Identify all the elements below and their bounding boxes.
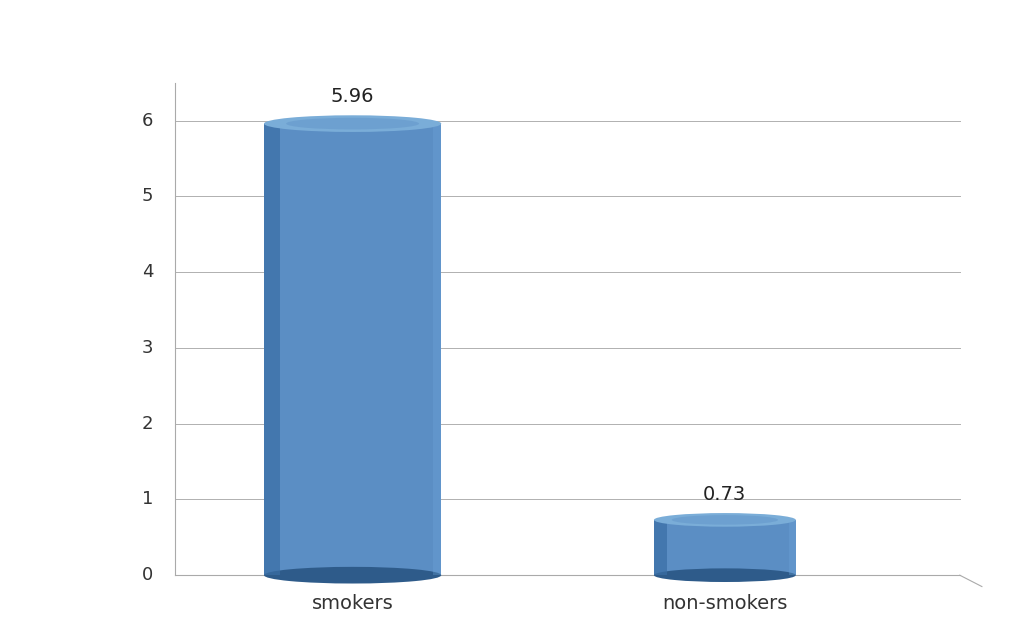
Ellipse shape [671, 515, 778, 525]
Text: 0.73: 0.73 [704, 485, 746, 504]
Polygon shape [654, 520, 796, 575]
Text: 1: 1 [142, 490, 154, 509]
Polygon shape [264, 124, 441, 575]
Polygon shape [264, 124, 280, 575]
Text: 0: 0 [142, 566, 154, 584]
Ellipse shape [264, 115, 441, 132]
Ellipse shape [654, 568, 796, 582]
Text: smokers: smokers [311, 594, 393, 613]
Ellipse shape [654, 513, 796, 527]
Text: 5: 5 [142, 187, 154, 205]
Ellipse shape [286, 118, 420, 129]
Text: 4: 4 [142, 263, 154, 281]
Text: 3: 3 [142, 339, 154, 357]
Text: 2: 2 [142, 415, 154, 432]
Ellipse shape [264, 567, 441, 583]
Polygon shape [654, 520, 666, 575]
Text: 5.96: 5.96 [331, 87, 374, 106]
Polygon shape [790, 520, 796, 575]
Text: non-smokers: non-smokers [662, 594, 788, 613]
Polygon shape [434, 124, 441, 575]
Text: 6: 6 [142, 112, 154, 130]
